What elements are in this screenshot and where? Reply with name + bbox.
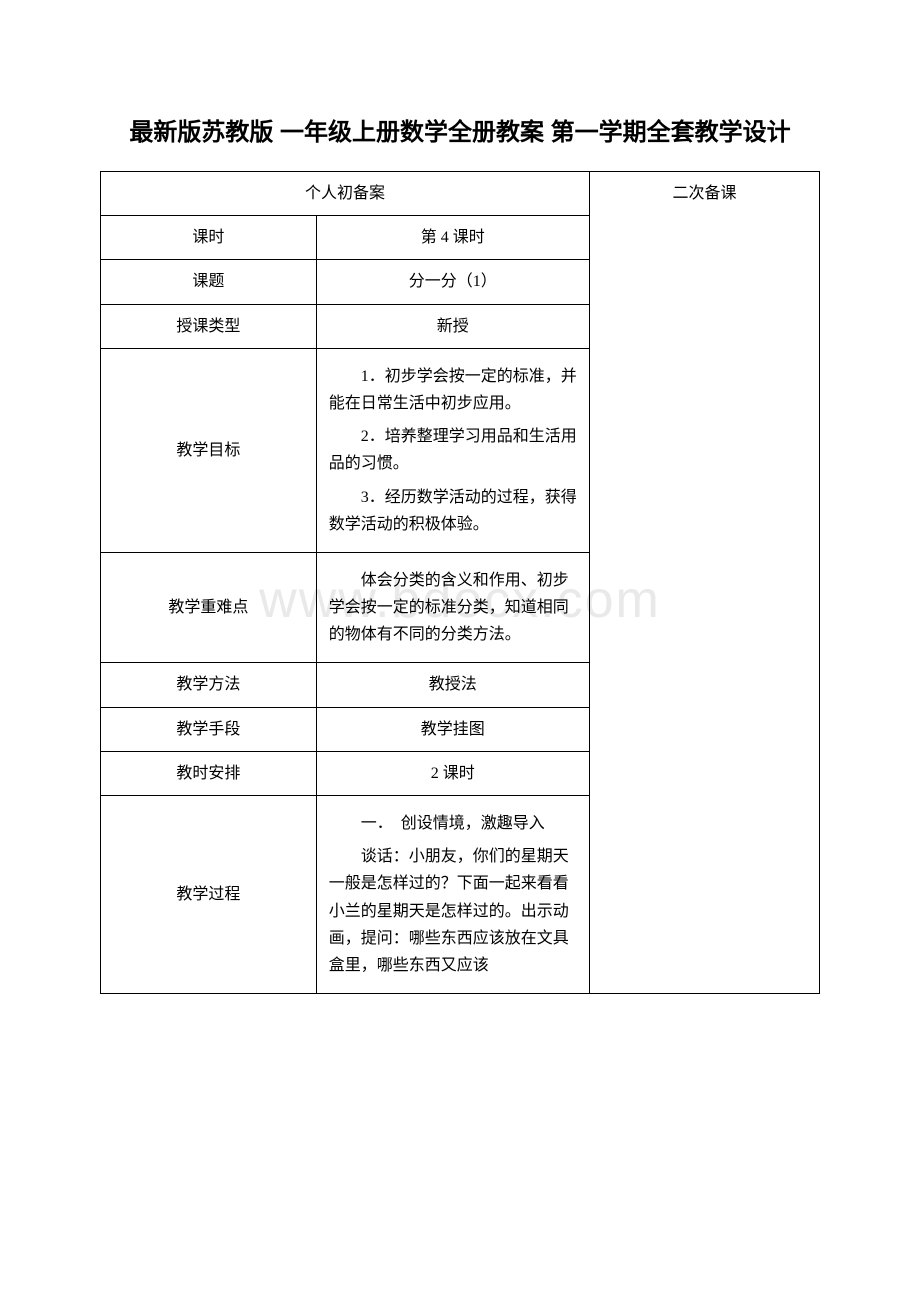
row-label-keshi: 课时 [101, 216, 317, 260]
header-left: 个人初备案 [101, 172, 590, 216]
row-value-mubiao: 1．初步学会按一定的标准，并能在日常生活中初步应用。 2．培养整理学习用品和生活… [316, 348, 589, 552]
row-label-shoukeleixing: 授课类型 [101, 304, 317, 348]
mubiao-p3: 3．经历数学活动的过程，获得数学活动的积极体验。 [329, 484, 577, 538]
row-value-zhongnandian: 体会分类的含义和作用、初步学会按一定的标准分类，知道相同的物体有不同的分类方法。 [316, 552, 589, 663]
row-label-guocheng: 教学过程 [101, 796, 317, 994]
row-value-fangfa: 教授法 [316, 663, 589, 707]
mubiao-p2: 2．培养整理学习用品和生活用品的习惯。 [329, 423, 577, 477]
zhongnandian-text: 体会分类的含义和作用、初步学会按一定的标准分类，知道相同的物体有不同的分类方法。 [329, 567, 577, 649]
row-label-fangfa: 教学方法 [101, 663, 317, 707]
lesson-plan-table: 个人初备案 二次备课 课时 第 4 课时 课题 分一分（1） 授课类型 新授 教… [100, 171, 820, 994]
guocheng-p2: 谈话：小朋友，你们的星期天一般是怎样过的？下面一起来看看小兰的星期天是怎样过的。… [329, 843, 577, 979]
row-label-jiaoshi: 教时安排 [101, 751, 317, 795]
table-row: 个人初备案 二次备课 [101, 172, 820, 216]
guocheng-p1: 一． 创设情境，激趣导入 [329, 810, 577, 837]
row-value-shouduan: 教学挂图 [316, 707, 589, 751]
row-value-keshi: 第 4 课时 [316, 216, 589, 260]
row-value-jiaoshi: 2 课时 [316, 751, 589, 795]
row-label-mubiao: 教学目标 [101, 348, 317, 552]
row-label-zhongnandian: 教学重难点 [101, 552, 317, 663]
document-title: 最新版苏教版 一年级上册数学全册教案 第一学期全套教学设计 [100, 115, 820, 151]
row-label-shouduan: 教学手段 [101, 707, 317, 751]
row-value-shoukeleixing: 新授 [316, 304, 589, 348]
row-value-keti: 分一分（1） [316, 260, 589, 304]
mubiao-p1: 1．初步学会按一定的标准，并能在日常生活中初步应用。 [329, 363, 577, 417]
header-right: 二次备课 [589, 172, 819, 994]
row-value-guocheng: 一． 创设情境，激趣导入 谈话：小朋友，你们的星期天一般是怎样过的？下面一起来看… [316, 796, 589, 994]
row-label-keti: 课题 [101, 260, 317, 304]
